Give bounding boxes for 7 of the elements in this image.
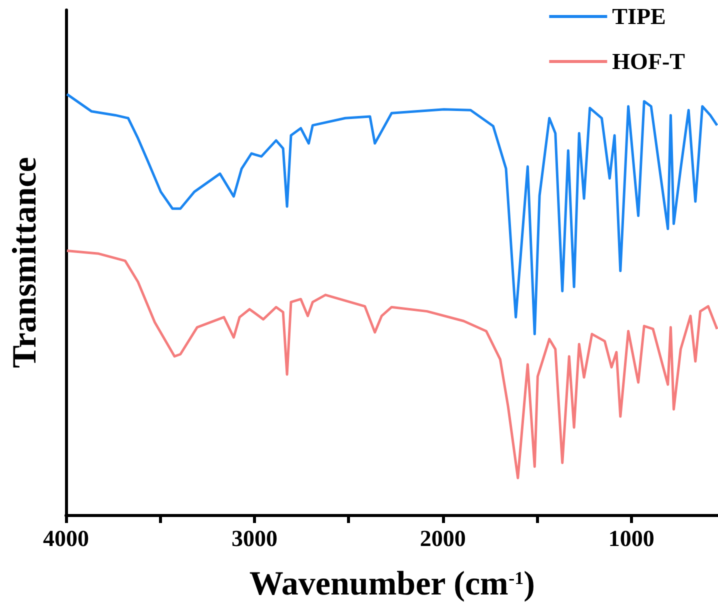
legend-label: TIPE — [612, 4, 666, 29]
legend-label: HOF-T — [612, 49, 686, 74]
y-axis-title: Transmittance — [6, 157, 44, 368]
x-tick-label: 4000 — [43, 526, 89, 551]
x-tick-label: 2000 — [420, 526, 466, 551]
x-tick-label: 1000 — [608, 526, 654, 551]
x-tick-label: 3000 — [231, 526, 278, 551]
